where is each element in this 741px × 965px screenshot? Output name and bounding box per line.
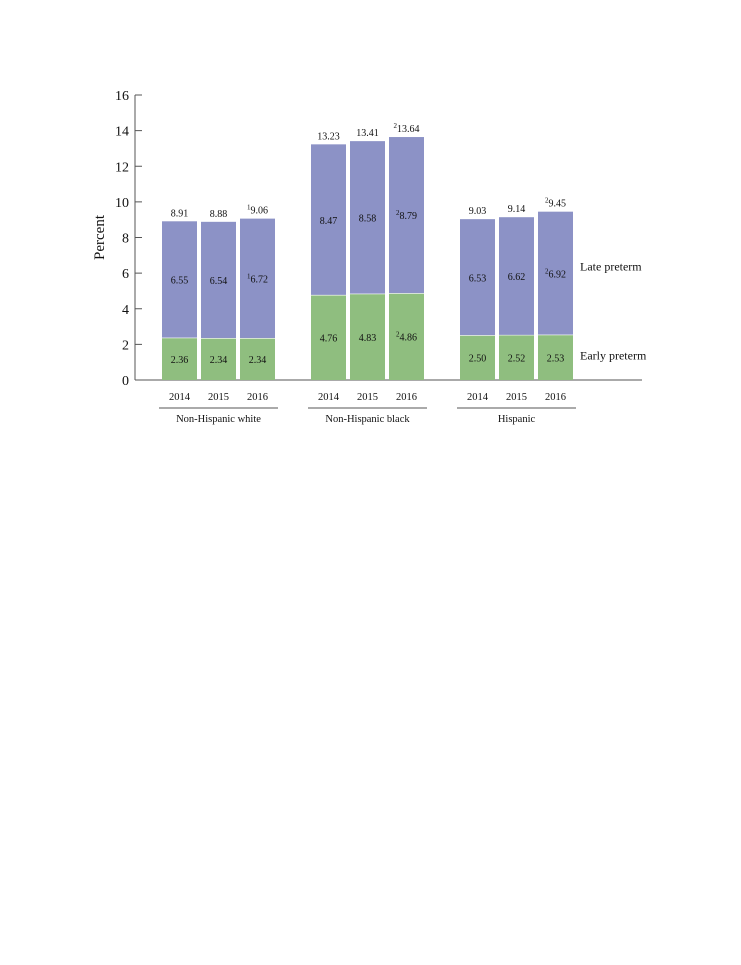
- late-value-label: 6.55: [171, 276, 189, 287]
- late-value-label: 26.92: [545, 267, 566, 280]
- early-value-label: 4.83: [359, 333, 377, 344]
- x-year-label: 2014: [169, 392, 191, 403]
- late-value-label: 6.53: [469, 273, 487, 284]
- early-value-label: 2.34: [210, 355, 228, 366]
- x-year-label: 2016: [396, 392, 417, 403]
- late-value-label-value: 8.79: [400, 211, 418, 222]
- bar-early-preterm: [499, 335, 534, 380]
- late-value-label-value: 6.92: [549, 269, 567, 280]
- total-value-label-value: 9.06: [251, 206, 269, 217]
- bar-early-preterm: [460, 335, 495, 380]
- total-value-label: 8.91: [171, 208, 189, 219]
- late-value-label: 28.79: [396, 209, 417, 222]
- late-value-label-value: 6.72: [251, 274, 269, 285]
- y-tick-label: 16: [115, 89, 129, 104]
- y-tick-label: 8: [122, 232, 129, 247]
- late-value-label: 6.62: [508, 272, 526, 283]
- late-value-label-note: 2: [396, 209, 400, 217]
- bar-early-preterm: [350, 293, 385, 380]
- total-value-label: 29.45: [545, 197, 566, 210]
- total-value-label: 19.06: [247, 204, 268, 217]
- total-value-label-value: 13.64: [397, 124, 420, 135]
- total-value-label: 8.88: [210, 209, 228, 220]
- total-value-label: 9.03: [469, 206, 487, 217]
- x-year-label: 2015: [506, 392, 527, 403]
- total-value-label: 13.23: [317, 131, 340, 142]
- late-value-label-note: 1: [247, 272, 251, 280]
- x-group-label: Non-Hispanic white: [176, 414, 261, 425]
- bar-late-preterm: [311, 144, 346, 296]
- y-tick-label: 0: [122, 374, 129, 389]
- x-year-label: 2015: [357, 392, 378, 403]
- total-value-label-value: 9.45: [549, 199, 567, 210]
- bar-early-preterm: [201, 338, 236, 380]
- bar-late-preterm: [162, 221, 197, 338]
- total-value-label: 9.14: [508, 204, 526, 215]
- early-value-label-value: 4.86: [400, 333, 418, 344]
- bar-early-preterm: [240, 338, 275, 380]
- bar-late-preterm: [499, 217, 534, 336]
- early-value-label: 4.76: [320, 334, 338, 345]
- x-group-label: Hispanic: [498, 414, 536, 425]
- late-value-label: 16.72: [247, 272, 268, 285]
- bar-late-preterm: [201, 221, 236, 339]
- bar-late-preterm: [240, 218, 275, 339]
- early-value-label: 2.52: [508, 354, 526, 365]
- bars-layer: [162, 137, 573, 380]
- x-year-label: 2016: [247, 392, 268, 403]
- bar-late-preterm: [460, 219, 495, 336]
- x-group-label: Non-Hispanic black: [325, 414, 410, 425]
- y-axis-title: Percent: [92, 214, 108, 260]
- late-value-label: 8.47: [320, 216, 338, 227]
- late-value-label-note: 2: [545, 267, 549, 275]
- bar-late-preterm: [350, 141, 385, 294]
- bar-early-preterm: [162, 337, 197, 380]
- total-value-label: 213.64: [394, 122, 420, 135]
- bar-late-preterm: [538, 211, 573, 335]
- x-year-label: 2016: [545, 392, 566, 403]
- y-tick-label: 4: [122, 303, 129, 318]
- early-value-label: 2.34: [249, 355, 267, 366]
- bar-early-preterm: [538, 334, 573, 380]
- legend-layer: Late preterm Early preterm: [580, 259, 647, 362]
- y-tick-label: 10: [115, 196, 129, 211]
- bar-early-preterm: [311, 295, 346, 380]
- y-tick-label: 12: [115, 160, 129, 175]
- x-year-label: 2015: [208, 392, 229, 403]
- y-tick-label: 6: [122, 267, 129, 282]
- total-value-label-note: 2: [545, 197, 549, 205]
- bar-early-preterm: [389, 293, 424, 380]
- total-value-label-note: 1: [247, 204, 251, 212]
- y-tick-label: 14: [115, 125, 129, 140]
- total-value-label: 13.41: [356, 128, 379, 139]
- early-value-label: 24.86: [396, 331, 417, 344]
- labels-layer: 2.366.558.9120142.346.548.8820152.3416.7…: [159, 122, 576, 425]
- x-year-label: 2014: [467, 392, 489, 403]
- early-value-label: 2.36: [171, 355, 189, 366]
- early-value-label: 2.50: [469, 354, 487, 365]
- legend-late-preterm: Late preterm: [580, 259, 642, 273]
- x-year-label: 2014: [318, 392, 340, 403]
- total-value-label-note: 2: [394, 122, 398, 130]
- late-value-label: 6.54: [210, 276, 228, 287]
- early-value-label-note: 2: [396, 331, 400, 339]
- y-tick-label: 2: [122, 338, 129, 353]
- late-value-label: 8.58: [359, 214, 377, 225]
- legend-early-preterm: Early preterm: [580, 348, 647, 362]
- bar-late-preterm: [389, 137, 424, 294]
- early-value-label: 2.53: [547, 353, 565, 364]
